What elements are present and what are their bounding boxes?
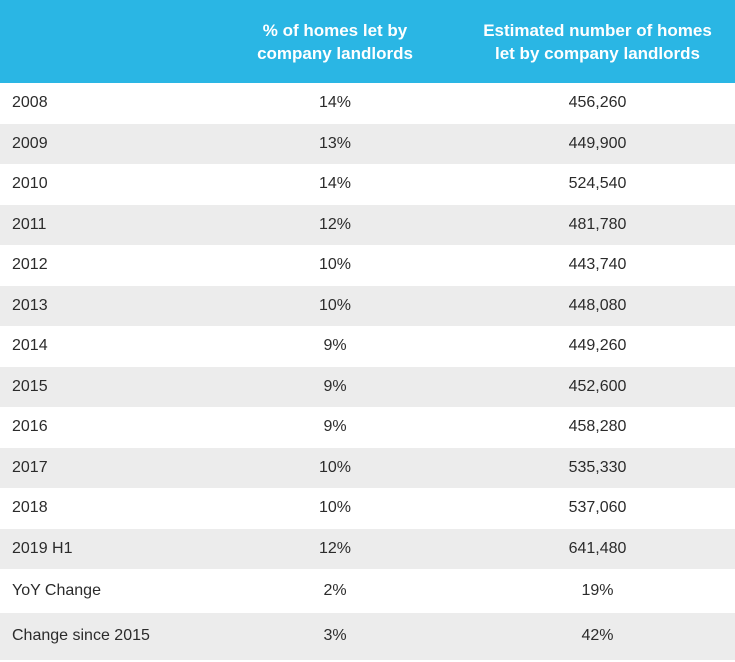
row-percent: 10%: [318, 458, 352, 476]
row-estimated: 481,780: [568, 215, 627, 233]
row-label: YoY Change: [12, 581, 101, 599]
table-row: 2015 9% 452,600: [0, 366, 735, 407]
row-label: 2018: [12, 499, 48, 517]
table-row: 2017 10% 535,330: [0, 447, 735, 488]
row-estimated: 537,060: [568, 499, 627, 517]
row-label: 2009: [12, 134, 48, 152]
row-estimated: 535,330: [568, 458, 627, 476]
row-estimated: 641,480: [568, 539, 627, 557]
row-percent: 14%: [318, 175, 352, 193]
row-label: 2008: [12, 94, 48, 112]
row-percent: 3%: [323, 627, 347, 644]
row-percent: 2%: [323, 581, 347, 599]
table-row: 2019 H1 12% 641,480: [0, 528, 735, 569]
row-label: 2017: [12, 458, 48, 476]
table-row: 2016 9% 458,280: [0, 407, 735, 448]
row-estimated: 458,280: [568, 418, 627, 436]
row-percent: 14%: [318, 94, 352, 112]
row-label: 2019 H1: [12, 539, 73, 557]
row-estimated: 449,900: [568, 134, 627, 152]
row-percent: 10%: [318, 499, 352, 517]
row-percent: 12%: [318, 539, 352, 557]
table-row: 2018 10% 537,060: [0, 488, 735, 529]
table-body: 2008 14% 456,260 2009 13% 449,900 2010 1…: [0, 83, 735, 662]
row-estimated: 456,260: [568, 94, 627, 112]
header-percent: % of homes let by company landlords: [257, 20, 413, 63]
row-percent: 12%: [318, 215, 352, 233]
table-header: % of homes let by company landlords Esti…: [0, 0, 735, 83]
row-label: 2016: [12, 418, 48, 436]
table-row: 2009 13% 449,900: [0, 123, 735, 164]
row-label: 2012: [12, 256, 48, 274]
table-row: 2011 12% 481,780: [0, 204, 735, 245]
row-label: 2011: [12, 215, 47, 233]
row-label: Change since 2015: [12, 627, 150, 644]
table-row: 2012 10% 443,740: [0, 245, 735, 286]
row-percent: 9%: [323, 418, 347, 436]
row-label: 2015: [12, 377, 48, 395]
row-label: 2013: [12, 296, 48, 314]
row-label: 2014: [12, 337, 48, 355]
row-estimated: 448,080: [568, 296, 627, 314]
table-row: 2008 14% 456,260: [0, 83, 735, 124]
table-row: 2010 14% 524,540: [0, 164, 735, 205]
row-percent: 10%: [318, 256, 352, 274]
row-percent: 10%: [318, 296, 352, 314]
header-estimated: Estimated number of homes let by company…: [483, 20, 712, 63]
table-row: 2013 10% 448,080: [0, 285, 735, 326]
row-estimated: 19%: [581, 581, 614, 599]
row-estimated: 452,600: [568, 377, 627, 395]
table-row: 2014 9% 449,260: [0, 326, 735, 367]
row-estimated: 449,260: [568, 337, 627, 355]
table-row-yoy-change: YoY Change 2% 19%: [0, 569, 735, 613]
row-percent: 9%: [323, 337, 347, 355]
table-row-change-since-2015: Change since 2015 3% 42%: [0, 612, 735, 660]
row-estimated: 524,540: [568, 175, 627, 193]
row-label: 2010: [12, 175, 48, 193]
row-estimated: 443,740: [568, 256, 627, 274]
row-percent: 13%: [318, 134, 352, 152]
row-percent: 9%: [323, 377, 347, 395]
row-estimated: 42%: [581, 627, 614, 644]
